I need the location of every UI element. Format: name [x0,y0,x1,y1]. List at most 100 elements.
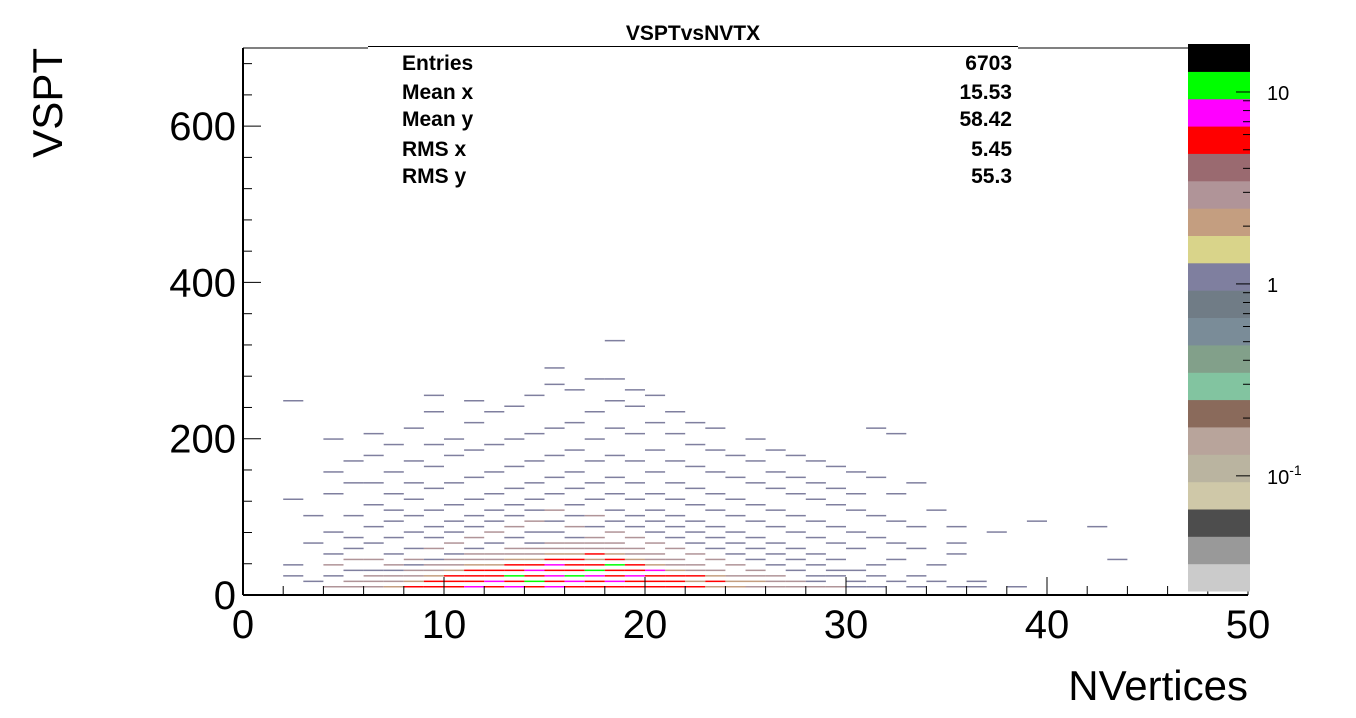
heatmap-cell [805,553,826,555]
stats-value: 6703 [965,52,1012,75]
heatmap-cell [645,564,666,566]
palette-label: 10-1 [1267,462,1302,489]
heatmap-cell [805,498,826,500]
heatmap-cell [825,586,846,588]
heatmap-cell [785,454,806,457]
heatmap-cell [484,531,505,533]
heatmap-cell [444,569,465,572]
heatmap-cell [363,580,384,583]
heatmap-cell [584,558,605,561]
heatmap-cell [665,536,686,539]
heatmap-cell [645,586,666,588]
stats-label: RMS y [402,165,467,188]
heatmap-cell [524,460,545,462]
heatmap-cell [624,432,645,435]
heatmap-cell [785,514,806,517]
heatmap-cell [665,580,686,583]
palette-swatch [1188,481,1250,510]
heatmap-cell [504,569,525,572]
heatmap-cell [1107,558,1128,561]
x-tick-label: 30 [824,603,869,647]
heatmap-cell [645,471,666,473]
heatmap-cell [765,575,786,577]
heatmap-cell [765,580,786,583]
heatmap-cell [564,542,585,544]
stats-label: Entries [402,52,474,75]
heatmap-cell [564,580,585,583]
heatmap-cell [464,580,485,583]
heatmap-cell [303,542,324,544]
heatmap-cell [645,542,666,544]
heatmap-cell [604,339,625,342]
stats-label: Mean x [402,81,474,104]
heatmap-cell [423,575,444,577]
heatmap-cell [564,575,585,577]
heatmap-cell [484,586,505,588]
heatmap-cell [504,405,525,407]
heatmap-cell [805,564,826,566]
heatmap-cell [705,525,726,528]
heatmap-cell [524,575,545,577]
heatmap-cell [504,487,525,490]
heatmap-cell [765,525,786,528]
heatmap-cell [423,525,444,528]
heatmap-cell [685,569,706,572]
heatmap-cell [343,580,364,583]
heatmap-cell [544,586,565,588]
heatmap-cell [705,449,726,451]
heatmap-cell [785,547,806,550]
heatmap-cell [283,400,304,402]
heatmap-cell [685,421,706,424]
heatmap-cell [444,531,465,533]
heatmap-cell [504,586,525,588]
heatmap-cell [383,586,404,588]
heatmap-cell [484,575,505,577]
stats-label: RMS x [402,138,467,161]
palette-swatch [1188,44,1250,72]
heatmap-cell [544,509,565,511]
heatmap-cell [584,536,605,539]
heatmap-cell [444,558,465,561]
heatmap-cell [423,536,444,539]
heatmap-cell [725,553,746,555]
heatmap-cell [524,542,545,544]
heatmap-cell [584,498,605,500]
chart-title: VSPTvsNVTX [625,22,761,45]
y-tick-label: 600 [169,105,236,149]
heatmap-cell [825,569,846,572]
stats-value: 58.42 [959,108,1012,131]
heatmap-cell [524,580,545,583]
heatmap-cell [886,558,907,561]
heatmap-cell [544,476,565,479]
heatmap-cell [685,575,706,577]
heatmap-cell [403,547,424,550]
heatmap-cell [785,586,806,588]
heatmap-cell [685,443,706,446]
heatmap-cell [444,504,465,506]
heatmap-cell [745,438,766,440]
heatmap-cell [665,525,686,528]
heatmap-cell [363,454,384,457]
heatmap-cell [645,421,666,424]
heatmap-cell [765,586,786,588]
heatmap-cell [323,438,344,440]
heatmap-cell [825,465,846,468]
heatmap-cell [685,487,706,490]
heatmap-cell [866,564,887,566]
heatmap-cell [645,394,666,397]
heatmap-cell [363,586,384,588]
heatmap-cell [584,514,605,517]
heatmap-cell [484,520,505,522]
heatmap-cell [624,586,645,588]
heatmap-cell [343,586,364,588]
heatmap-cell [645,531,666,533]
heatmap-cell [665,432,686,435]
heatmap-cell [846,471,867,473]
heatmap-cell [544,553,565,555]
x-tick-label: 50 [1226,603,1271,647]
heatmap-cell [645,575,666,577]
heatmap-cell [966,586,987,588]
heatmap-cell [504,553,525,555]
heatmap-cell [604,476,625,479]
heatmap-cell [564,421,585,424]
